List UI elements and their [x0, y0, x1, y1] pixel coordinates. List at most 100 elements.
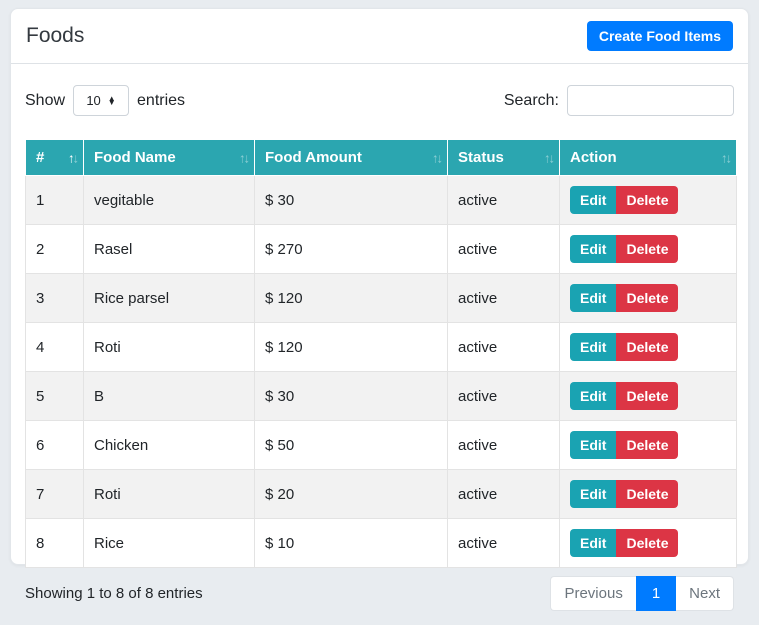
foods-table: # ↑↓ Food Name ↑↓ Food Amount ↑↓ Status …: [25, 139, 737, 568]
delete-button[interactable]: Delete: [616, 431, 679, 459]
status-text: active: [458, 191, 498, 209]
food-amount: $ 20: [265, 485, 295, 503]
pagination-page-1[interactable]: 1: [635, 576, 677, 611]
cell-food-amount: $ 120: [254, 273, 448, 323]
row-number: 2: [36, 240, 45, 258]
table-row: 1 vegitable $ 30 active Edit Delete: [25, 175, 737, 225]
entries-info: Showing 1 to 8 of 8 entries: [25, 585, 203, 602]
cell-action: Edit Delete: [559, 273, 737, 323]
table-row: 7 Roti $ 20 active Edit Delete: [25, 469, 737, 519]
entries-label: entries: [137, 91, 186, 109]
action-button-group: Edit Delete: [570, 235, 679, 263]
table-row: 5 B $ 30 active Edit Delete: [25, 371, 737, 421]
column-header-action[interactable]: Action ↑↓: [559, 139, 737, 176]
card-header: Foods Create Food Items: [11, 9, 748, 64]
food-amount: $ 30: [265, 191, 295, 209]
create-food-items-button[interactable]: Create Food Items: [586, 21, 733, 51]
edit-button[interactable]: Edit: [570, 529, 617, 557]
cell-food-name: vegitable: [83, 175, 255, 225]
sort-icon: ↑↓: [721, 150, 732, 165]
delete-button[interactable]: Delete: [616, 382, 679, 410]
food-name: B: [94, 387, 105, 405]
cell-food-amount: $ 120: [254, 322, 448, 372]
table-row: 3 Rice parsel $ 120 active Edit Delete: [25, 273, 737, 323]
cell-status: active: [447, 371, 560, 421]
search-input[interactable]: [567, 85, 734, 116]
status-text: active: [458, 289, 498, 307]
cell-action: Edit Delete: [559, 420, 737, 470]
page-length-select[interactable]: 10 ▲ ▼: [73, 85, 130, 116]
column-label: Action: [570, 149, 617, 166]
cell-food-amount: $ 50: [254, 420, 448, 470]
edit-button[interactable]: Edit: [570, 333, 617, 361]
row-number: 8: [36, 534, 45, 552]
cell-number: 3: [25, 273, 84, 323]
search-control: Search:: [504, 85, 734, 116]
table-controls: Show 10 ▲ ▼ entries Search:: [25, 85, 734, 116]
sort-icon: ↑↓: [68, 150, 79, 165]
search-label: Search:: [503, 91, 559, 109]
card-body: Show 10 ▲ ▼ entries Search: # ↑↓: [11, 64, 748, 625]
cell-food-amount: $ 270: [254, 224, 448, 274]
edit-button[interactable]: Edit: [570, 186, 617, 214]
table-row: 6 Chicken $ 50 active Edit Delete: [25, 420, 737, 470]
sort-icon: ↑↓: [432, 150, 443, 165]
edit-button[interactable]: Edit: [570, 284, 617, 312]
cell-number: 7: [25, 469, 84, 519]
cell-number: 8: [25, 518, 84, 568]
action-button-group: Edit Delete: [570, 431, 679, 459]
edit-button[interactable]: Edit: [570, 431, 617, 459]
sort-icon: ↑↓: [544, 150, 555, 165]
cell-food-name: Chicken: [83, 420, 255, 470]
delete-button[interactable]: Delete: [616, 235, 679, 263]
cell-food-amount: $ 30: [254, 371, 448, 421]
edit-button[interactable]: Edit: [570, 382, 617, 410]
status-text: active: [458, 240, 498, 258]
row-number: 5: [36, 387, 45, 405]
action-button-group: Edit Delete: [570, 186, 679, 214]
column-header-status[interactable]: Status ↑↓: [447, 139, 560, 176]
action-button-group: Edit Delete: [570, 529, 679, 557]
cell-number: 4: [25, 322, 84, 372]
cell-food-amount: $ 20: [254, 469, 448, 519]
column-label: #: [36, 149, 45, 166]
show-label: Show: [25, 91, 66, 109]
page-length-control: Show 10 ▲ ▼ entries: [25, 85, 185, 116]
food-name: Chicken: [94, 436, 149, 454]
table-body: 1 vegitable $ 30 active Edit Delete 2 Ra…: [25, 175, 737, 568]
table-row: 8 Rice $ 10 active Edit Delete: [25, 518, 737, 568]
food-name: Rice parsel: [94, 289, 170, 307]
food-amount: $ 50: [265, 436, 295, 454]
delete-button[interactable]: Delete: [616, 529, 679, 557]
food-name: Roti: [94, 485, 121, 503]
delete-button[interactable]: Delete: [616, 284, 679, 312]
column-header-number[interactable]: # ↑↓: [25, 139, 84, 176]
cell-status: active: [447, 518, 560, 568]
pagination-next[interactable]: Next: [676, 576, 734, 611]
edit-button[interactable]: Edit: [570, 235, 617, 263]
pagination-previous[interactable]: Previous: [550, 576, 636, 611]
action-button-group: Edit Delete: [570, 382, 679, 410]
column-header-food-name[interactable]: Food Name ↑↓: [83, 139, 255, 176]
food-amount: $ 10: [265, 534, 295, 552]
sort-icon: ↑↓: [239, 150, 250, 165]
cell-status: active: [447, 469, 560, 519]
table-row: 4 Roti $ 120 active Edit Delete: [25, 322, 737, 372]
cell-status: active: [447, 224, 560, 274]
cell-food-name: Roti: [83, 322, 255, 372]
column-header-food-amount[interactable]: Food Amount ↑↓: [254, 139, 448, 176]
delete-button[interactable]: Delete: [616, 333, 679, 361]
delete-button[interactable]: Delete: [616, 186, 679, 214]
cell-food-amount: $ 30: [254, 175, 448, 225]
edit-button[interactable]: Edit: [570, 480, 617, 508]
cell-number: 6: [25, 420, 84, 470]
foods-card: Foods Create Food Items Show 10 ▲ ▼ entri…: [10, 8, 749, 611]
food-name: Roti: [94, 338, 121, 356]
cell-action: Edit Delete: [559, 322, 737, 372]
delete-button[interactable]: Delete: [616, 480, 679, 508]
page-length-value: 10: [86, 93, 101, 108]
cell-number: 1: [25, 175, 84, 225]
cell-action: Edit Delete: [559, 175, 737, 225]
food-amount: $ 30: [265, 387, 295, 405]
table-footer: Showing 1 to 8 of 8 entries Previous 1 N…: [25, 576, 734, 611]
